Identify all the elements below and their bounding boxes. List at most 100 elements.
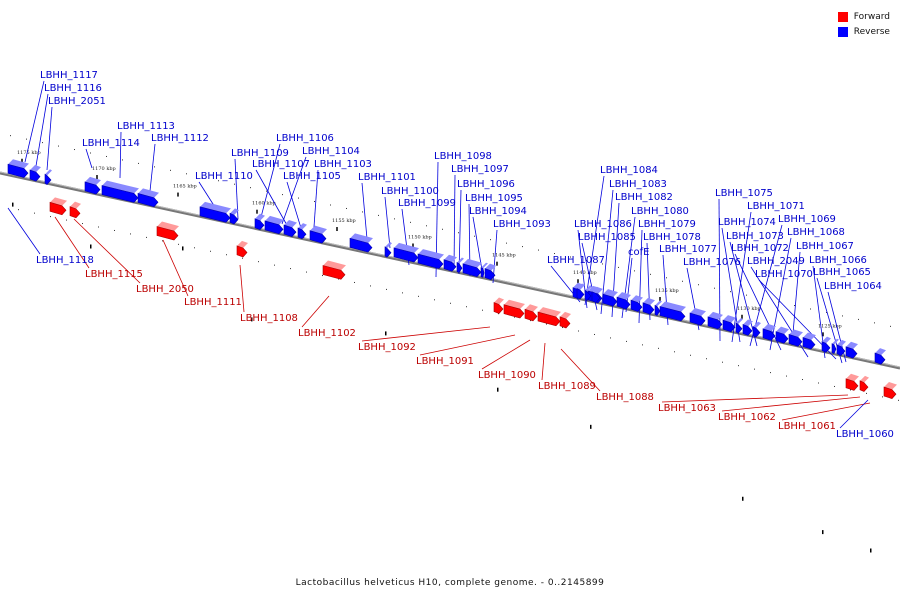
gene-lbhh-1064[interactable]	[845, 341, 858, 359]
gene-lbhh-2051[interactable]	[44, 169, 52, 185]
gene-lbhh-1108[interactable]	[236, 240, 248, 258]
grid-dot	[746, 294, 747, 296]
gene-lbhh-1111[interactable]	[156, 221, 179, 241]
grid-dot	[410, 221, 411, 223]
gene-top-face	[743, 319, 753, 327]
gene-lbhh-1112[interactable]	[137, 188, 159, 208]
gene-lbhh-1088[interactable]	[559, 311, 571, 329]
gene-lbhh-1113[interactable]	[101, 180, 139, 203]
gene-arrow	[752, 326, 761, 338]
grid-dot	[226, 254, 227, 256]
gene-arrow	[456, 262, 463, 273]
gene-top-face	[585, 285, 592, 292]
gene-label-lbhh-1072: LBHH_1072	[731, 243, 789, 254]
gene-lbhh-1077[interactable]	[659, 301, 686, 322]
tick-label: 1135 kbp	[655, 288, 679, 294]
gene-lbhh-1082[interactable]	[602, 289, 618, 307]
grid-dot	[794, 305, 795, 307]
gene-lbhh-1095[interactable]	[462, 258, 482, 278]
gene-lbhh-1070[interactable]	[831, 338, 839, 355]
gene-lbhh-1086[interactable]	[584, 285, 592, 301]
grid-dot	[834, 385, 835, 387]
gene-lbhh-1100[interactable]	[384, 241, 392, 258]
gene-lbhh-1071[interactable]	[722, 315, 736, 333]
gene-lbhh-1091[interactable]	[503, 299, 525, 319]
gene-lbhh-1067[interactable]	[788, 329, 803, 347]
gene-label-lbhh-1082: LBHH_1082	[615, 192, 673, 203]
grid-dot	[530, 320, 531, 322]
gene-top-face	[573, 282, 583, 290]
gene-lbhh-1065[interactable]	[836, 339, 846, 356]
gene-cofe[interactable]	[654, 300, 662, 316]
gene-lbhh-1068[interactable]	[762, 323, 776, 341]
gene-top-face	[525, 304, 538, 312]
grid-dot	[146, 236, 147, 238]
gene-lbhh-1074[interactable]	[735, 317, 743, 334]
gene-label-lbhh-1118: LBHH_1118	[36, 255, 94, 266]
gene-arrow	[707, 316, 723, 330]
gene-top-face	[631, 295, 643, 303]
gene-lbhh-1098[interactable]	[417, 249, 444, 269]
gene-lbhh-1090[interactable]	[524, 304, 538, 322]
gene-lbhh-1094[interactable]	[480, 262, 488, 278]
gene-lbhh-1109[interactable]	[199, 201, 231, 223]
gene-lbhh-1092[interactable]	[493, 297, 504, 314]
gene-lbhh-1076[interactable]	[689, 308, 706, 326]
gene-lbhh-1096[interactable]	[456, 257, 464, 273]
gene-lbhh-1104[interactable]	[264, 215, 284, 235]
gene-lbhh-1105[interactable]	[297, 223, 307, 240]
grid-dot	[570, 256, 571, 258]
gene-lbhh-1063[interactable]	[845, 373, 859, 391]
gene-label-lbhh-1064: LBHH_1064	[824, 281, 882, 292]
gene-label-lbhh-1105: LBHH_1105	[283, 171, 341, 182]
gene-lbhh-1110[interactable]	[229, 208, 239, 225]
grid-dot	[314, 201, 315, 203]
gene-arrow	[874, 352, 886, 365]
gene-lbhh-1073[interactable]	[752, 321, 761, 338]
gene-label-lbhh-2051: LBHH_2051	[48, 96, 106, 107]
gene-lbhh-1089[interactable]	[537, 307, 561, 327]
gene-lbhh-1075[interactable]	[707, 311, 723, 330]
gene-lbhh-2050[interactable]	[69, 201, 81, 219]
gene-lbhh-1062[interactable]	[859, 375, 869, 392]
gene-lbhh-1102[interactable]	[322, 260, 346, 280]
gene-arrow	[788, 334, 803, 347]
gene-lbhh-1114[interactable]	[84, 176, 101, 195]
gene-lbhh-1107[interactable]	[283, 220, 297, 237]
gene-features[interactable]	[7, 159, 897, 399]
gene-lbhh-1066[interactable]	[821, 336, 831, 353]
gene-label-lbhh-1089: LBHH_1089	[538, 381, 596, 392]
gene-top-face	[8, 159, 29, 169]
gene-lbhh-2049[interactable]	[802, 332, 816, 350]
grid-dot	[682, 280, 683, 282]
gene-lbhh-1080[interactable]	[616, 292, 631, 310]
gene-lbhh-1097[interactable]	[443, 254, 457, 272]
gene-lbhh-1093[interactable]	[484, 263, 496, 281]
gene-lbhh-1085[interactable]	[591, 286, 601, 303]
grid-dot	[634, 270, 635, 272]
gene-lbhh-1099[interactable]	[393, 242, 419, 263]
gene-top-face	[230, 208, 239, 216]
gene-lbhh-1117[interactable]	[7, 159, 29, 178]
gene-lbhh-1069[interactable]	[742, 319, 753, 336]
leader-lbhh-1084	[584, 175, 605, 306]
gene-lbhh-1115[interactable]	[49, 197, 67, 216]
gene-lbhh-1079[interactable]	[630, 295, 643, 312]
gene-lbhh-1101[interactable]	[349, 233, 373, 253]
gene-lbhh-1060[interactable]	[874, 348, 886, 365]
gene-label-lbhh-1094: LBHH_1094	[469, 206, 527, 217]
gene-lbhh-1087[interactable]	[576, 283, 585, 300]
gene-arrow	[775, 331, 789, 344]
gene-lbhh-1072[interactable]	[775, 326, 789, 344]
leader-lbhh-1062	[721, 396, 861, 412]
grid-dot	[874, 322, 875, 324]
gene-lbhh-1106[interactable]	[254, 213, 265, 231]
gene-lbhh-1116[interactable]	[29, 165, 41, 182]
minor-tick	[870, 548, 872, 553]
grid-dot	[538, 249, 539, 251]
gene-lbhh-1078[interactable]	[642, 297, 655, 315]
gene-lbhh-1061[interactable]	[883, 382, 897, 399]
gene-label-lbhh-1117: LBHH_1117	[40, 70, 98, 81]
gene-lbhh-1103[interactable]	[309, 225, 327, 244]
